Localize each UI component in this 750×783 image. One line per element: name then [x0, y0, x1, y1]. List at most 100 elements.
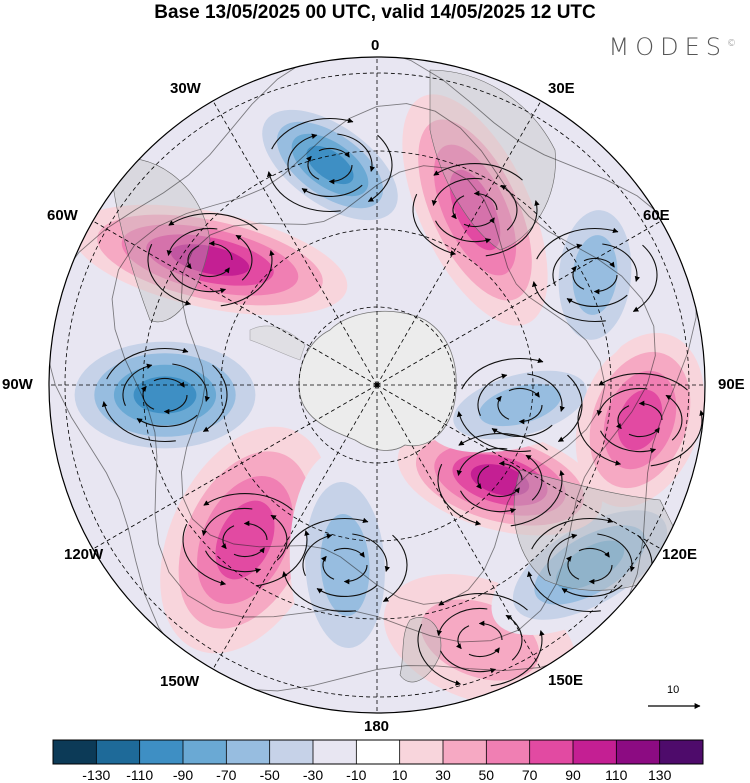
streamline	[328, 164, 353, 185]
streamline	[531, 517, 614, 550]
streamline	[468, 647, 500, 658]
streamline	[473, 190, 498, 211]
streamline	[352, 533, 391, 572]
lon-label-60e: 60E	[643, 207, 670, 224]
colorbar-tick-label: -30	[302, 767, 324, 783]
streamline	[552, 243, 583, 287]
streamline	[578, 547, 610, 558]
streamline	[306, 155, 320, 180]
streamline	[518, 404, 543, 425]
streamline	[598, 372, 688, 391]
lon-label-120e: 120E	[662, 546, 698, 563]
streamline	[438, 592, 528, 611]
colorbar	[52, 739, 704, 765]
streamline	[491, 424, 553, 438]
copyright-mark: ©	[727, 39, 736, 49]
meridian-line	[92, 384, 378, 550]
colorbar-swatch	[96, 740, 140, 764]
lon-label-150w: 150W	[160, 673, 200, 690]
streamline	[270, 514, 288, 561]
streamline	[665, 394, 683, 441]
streamline	[456, 625, 470, 650]
streamline	[602, 243, 641, 282]
antarctic-peninsula	[249, 325, 306, 361]
streamline	[136, 414, 198, 428]
streamline	[571, 265, 585, 290]
streamline	[505, 614, 523, 661]
modes-logo: MODES©	[609, 33, 736, 61]
streamline	[243, 520, 268, 541]
streamline	[460, 490, 517, 514]
south-pole-marker	[374, 382, 380, 388]
streamline	[153, 377, 185, 388]
colorbar-swatch	[529, 740, 574, 764]
streamline	[508, 387, 540, 398]
colorbar-swatch	[183, 740, 227, 764]
anomaly-positive	[402, 94, 548, 326]
streamline	[600, 430, 657, 454]
streamline	[498, 460, 523, 481]
streamline	[436, 608, 488, 636]
colorbar-frame	[52, 739, 704, 765]
colorbar-swatch	[573, 740, 617, 764]
meridian-line	[92, 220, 378, 386]
streamline	[301, 184, 363, 198]
streamline	[596, 388, 648, 416]
meridian-line	[376, 384, 542, 670]
colorbar-tick-label: -50	[259, 767, 280, 783]
streamline-layer	[49, 57, 705, 692]
colorbar-tick-label: 10	[391, 767, 408, 783]
streamline	[255, 530, 310, 587]
meridian-line	[376, 100, 542, 386]
reference-vector-label: 10	[667, 684, 680, 696]
streamline	[208, 240, 233, 261]
streamline	[201, 508, 253, 536]
colorbar-tick-label: -70	[216, 767, 237, 783]
streamline	[318, 147, 350, 158]
streamline	[478, 620, 503, 641]
colorbar-swatch	[356, 740, 400, 764]
streamline	[433, 162, 523, 181]
streamline	[451, 195, 465, 220]
streamline	[203, 492, 293, 511]
streamline	[526, 571, 601, 613]
graticule	[49, 57, 705, 713]
streamline	[343, 564, 368, 585]
streamline	[632, 244, 658, 312]
colorbar-tick-label: 30	[435, 767, 451, 783]
meridian-line	[212, 100, 378, 386]
streamline	[337, 133, 376, 172]
streamline	[202, 364, 228, 432]
colorbar-swatch	[269, 740, 314, 764]
streamline	[588, 564, 613, 585]
lon-label-150e: 150E	[548, 672, 584, 689]
streamline	[122, 363, 153, 407]
streamline	[101, 401, 176, 443]
map-title: Base 13/05/2025 00 UTC, valid 14/05/2025…	[154, 2, 596, 23]
streamline	[510, 470, 565, 527]
colorbar-tick-label: 130	[648, 767, 672, 783]
lon-label-120w: 120W	[64, 546, 104, 563]
streamline	[163, 394, 188, 415]
lon-label-0: 0	[371, 37, 380, 54]
streamline	[566, 555, 580, 580]
anomaly-positive	[397, 424, 603, 536]
streamline	[490, 630, 545, 687]
anomaly-positive	[72, 204, 348, 316]
colorbar-tick-label: 90	[565, 767, 581, 783]
streamline	[382, 534, 408, 602]
streamline	[440, 650, 497, 674]
lon-label-30w: 30W	[170, 80, 201, 97]
map-border	[48, 56, 706, 714]
south-america-landmass	[109, 157, 211, 323]
streamline	[561, 584, 623, 598]
streamline	[477, 373, 508, 417]
streamline	[456, 411, 531, 453]
colorbar-swatch	[659, 740, 704, 764]
streamline	[463, 217, 495, 228]
colorbar-tick-label: -10	[346, 767, 367, 783]
streamline	[488, 487, 520, 498]
streamline	[437, 463, 482, 526]
colorbar-swatch	[139, 740, 184, 764]
